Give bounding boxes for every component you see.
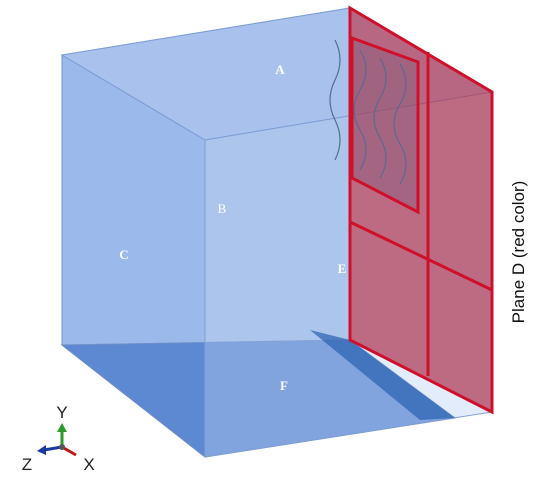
axis-label: X [83,455,94,474]
face-label: B [218,201,227,216]
axis-label: Y [56,403,67,422]
face-label: C [119,247,128,262]
face-label: A [275,62,285,77]
face-label: E [338,261,347,276]
axis-label: Z [22,455,32,474]
diagram: A B C E F Plane D (red color) Y Z X [0,0,536,493]
origin [59,444,65,450]
plane-label: Plane D (red color) [509,181,528,324]
face-label: F [280,378,288,393]
y-arrow-head [57,423,67,432]
z-arrow-head [37,445,46,455]
